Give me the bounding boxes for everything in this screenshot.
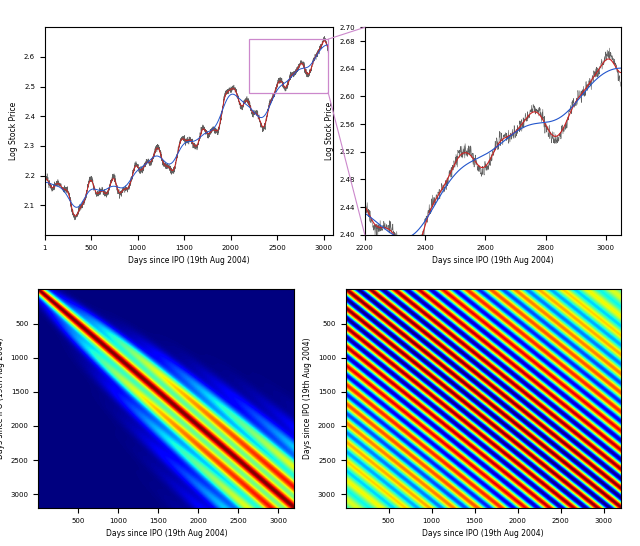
Y-axis label: Log Stock Price: Log Stock Price [325,102,334,160]
X-axis label: Days since IPO (19th Aug 2004): Days since IPO (19th Aug 2004) [128,256,250,265]
X-axis label: Days since IPO (19th Aug 2004): Days since IPO (19th Aug 2004) [432,256,554,265]
Bar [249,39,328,92]
Y-axis label: Days since IPO (19th Aug 2004): Days since IPO (19th Aug 2004) [303,338,312,459]
X-axis label: Days since IPO (19th Aug 2004): Days since IPO (19th Aug 2004) [106,529,227,538]
X-axis label: Days since IPO (19th Aug 2004): Days since IPO (19th Aug 2004) [422,529,544,538]
Y-axis label: Log Stock Price: Log Stock Price [10,102,19,160]
Y-axis label: Days since IPO (19th Aug 2004): Days since IPO (19th Aug 2004) [0,338,5,459]
